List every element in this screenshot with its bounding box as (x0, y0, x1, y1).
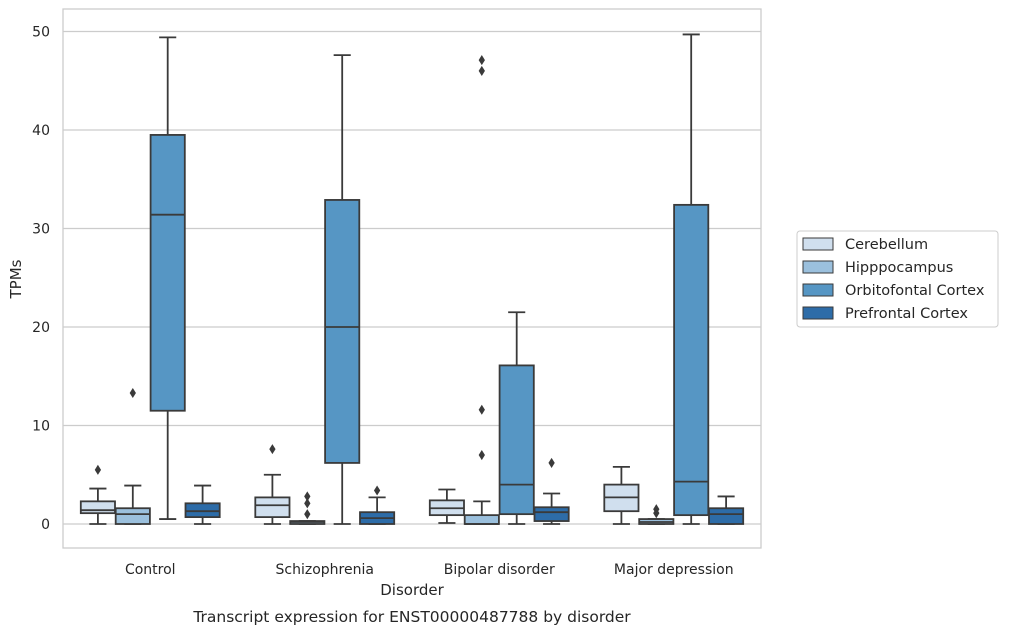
y-tick-label: 30 (32, 222, 50, 238)
box-group (673, 33, 710, 525)
box (79, 500, 116, 515)
box-group (289, 491, 326, 525)
box-group (324, 54, 361, 525)
box-group (254, 444, 291, 525)
box (463, 514, 500, 525)
box (184, 502, 221, 519)
box (708, 507, 745, 525)
box-group (184, 484, 221, 525)
y-tick-labels: 0 10 20 30 40 50 (32, 25, 50, 534)
legend-swatch (802, 306, 834, 320)
outlier-point (478, 55, 485, 66)
outlier-point (269, 444, 276, 455)
outlier-point (373, 485, 381, 496)
outlier-point (304, 509, 311, 520)
legend-swatch (802, 237, 834, 251)
legend-frame (796, 230, 999, 328)
y-tick-label: 50 (32, 25, 50, 41)
x-tick-label: Bipolar disorder (444, 562, 555, 578)
box-group (428, 488, 465, 524)
box-group (149, 36, 186, 520)
box (254, 496, 291, 519)
y-tick-label: 10 (32, 419, 50, 435)
legend-label: Orbitofontal Cortex (845, 283, 985, 299)
box-group (603, 465, 640, 525)
box (324, 199, 361, 464)
box-group (708, 495, 745, 525)
box-group (638, 504, 675, 525)
outlier-point (478, 65, 485, 76)
box-group (359, 485, 396, 525)
outlier-point (129, 387, 136, 399)
box (673, 203, 710, 517)
outlier-point (478, 404, 485, 415)
y-tick-label: 40 (32, 123, 50, 139)
chart-caption: Transcript expression for ENST0000048778… (192, 608, 631, 626)
outlier-point (94, 464, 102, 475)
outlier-point (548, 457, 555, 468)
legend-swatch (802, 283, 834, 297)
box-group (114, 387, 151, 525)
legend-swatch (802, 260, 834, 274)
box (114, 507, 151, 525)
x-tick-label: Control (125, 562, 176, 578)
box-group (498, 311, 535, 525)
y-tick-label: 0 (41, 517, 50, 533)
x-tick-label: Schizophrenia (276, 562, 374, 578)
legend-label: Cerebellum (845, 237, 928, 253)
plot-area-frame (62, 8, 762, 549)
box-layer (79, 33, 745, 525)
outlier-point (304, 498, 311, 509)
box-group (533, 457, 570, 525)
y-axis-title: TPMs (7, 259, 25, 299)
y-tick-label: 20 (32, 320, 50, 336)
box (498, 364, 535, 516)
x-tick-label: Major depression (614, 562, 734, 578)
legend-label: Hipppocampus (845, 260, 953, 276)
legend: Cerebellum Hipppocampus Orbitofontal Corte… (796, 230, 999, 328)
x-axis-title: Disorder (380, 581, 444, 599)
outlier-point (478, 450, 485, 461)
box-group (463, 55, 500, 525)
outlier-point (304, 491, 311, 502)
box-group (79, 464, 116, 525)
outlier-point (653, 504, 660, 515)
legend-label: Prefrontal Cortex (845, 306, 968, 322)
x-tick-labels: Control Schizophrenia Bipolar disorder Majo… (125, 562, 734, 578)
box (149, 134, 186, 412)
box (533, 506, 570, 522)
